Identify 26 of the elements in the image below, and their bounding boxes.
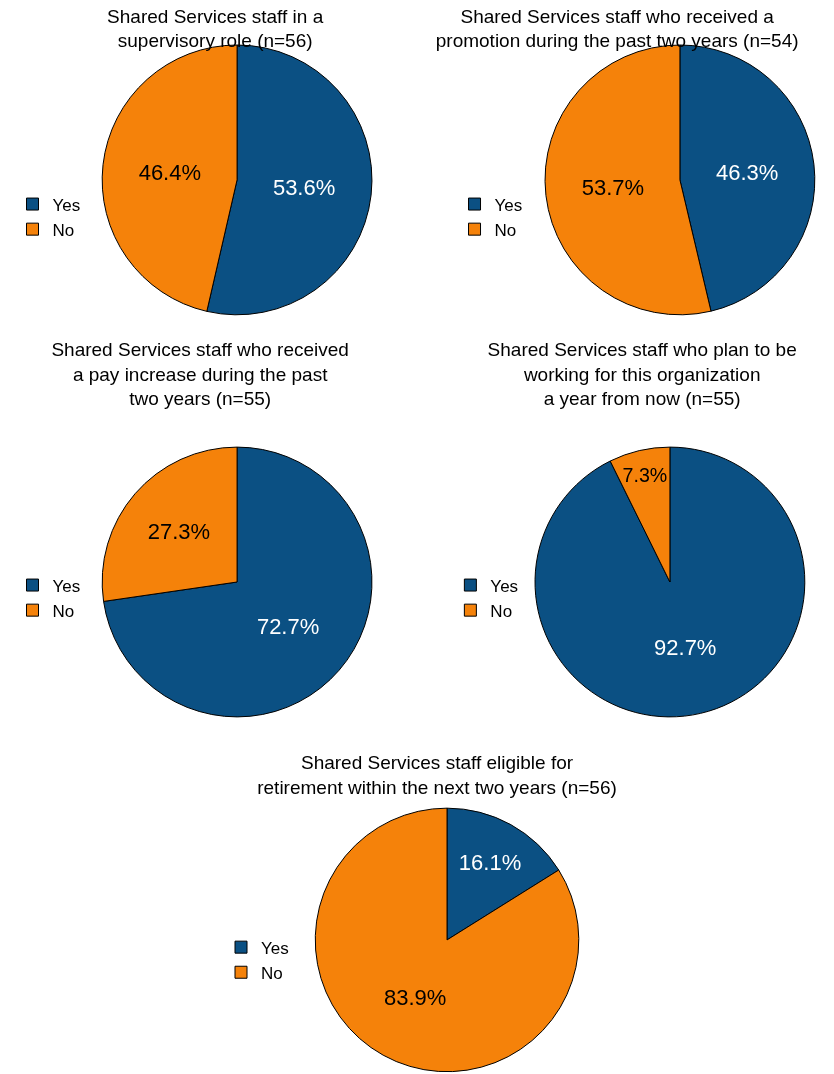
chart-title: Shared Services staff who plan to be working for this organization a year from now (n=55) bbox=[487, 339, 797, 410]
data-label: 53.7% bbox=[581, 175, 645, 201]
data-label: 83.9% bbox=[383, 985, 447, 1011]
legend-label: No bbox=[52, 220, 75, 240]
data-label: 7.3% bbox=[622, 463, 668, 486]
legend-label: No bbox=[52, 601, 75, 621]
data-label: 46.4% bbox=[138, 159, 202, 185]
data-label: 16.1% bbox=[458, 849, 522, 875]
data-label: 27.3% bbox=[147, 519, 211, 545]
pie-slice bbox=[534, 446, 806, 718]
legend-label: No bbox=[490, 601, 513, 621]
chart-title: Shared Services staff eligible for retirement within the next two years (n=56) bbox=[257, 751, 617, 798]
legend-label: No bbox=[261, 963, 283, 983]
data-label: 92.7% bbox=[654, 635, 717, 661]
pie-slice bbox=[103, 446, 373, 718]
data-label: 46.3% bbox=[715, 159, 779, 185]
legend-label: Yes bbox=[52, 576, 81, 596]
data-label: 72.7% bbox=[256, 613, 320, 639]
data-label: 53.6% bbox=[272, 175, 336, 201]
legend-label: Yes bbox=[490, 576, 519, 596]
chart-title: Shared Services staff who received a pay increase during the past two years (n=55) bbox=[51, 339, 349, 410]
pie-slice bbox=[314, 807, 580, 1072]
legend-label: Yes bbox=[261, 938, 289, 958]
legend-label: No bbox=[494, 220, 517, 240]
legend-label: Yes bbox=[52, 195, 81, 215]
legend-label: Yes bbox=[494, 195, 523, 215]
